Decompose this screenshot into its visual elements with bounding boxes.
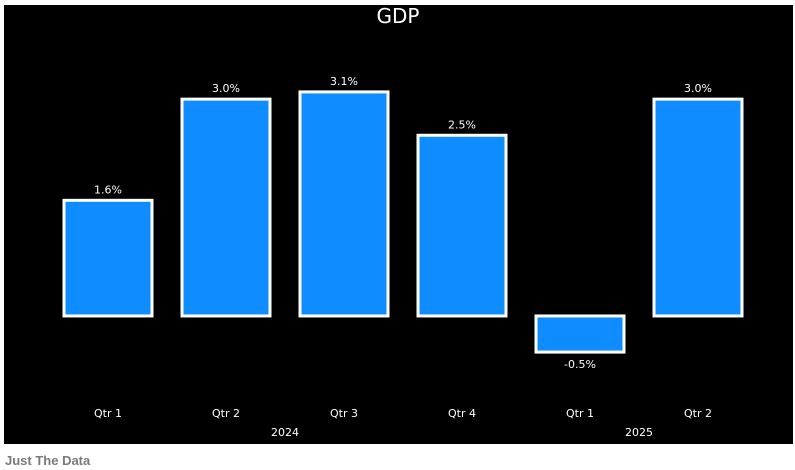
bar <box>652 97 744 318</box>
data-label: 3.0% <box>684 82 712 95</box>
x-tick-label: Qtr 1 <box>566 407 594 420</box>
data-label: -0.5% <box>564 358 596 371</box>
bar <box>534 314 626 354</box>
gdp-bar-chart: GDP 1.6% Qtr 1 3.0% Qtr 2 3.1% Qtr 3 2.5% Qtr 4… <box>62 5 744 439</box>
x-tick-label: Qtr 4 <box>448 407 476 420</box>
data-label: 1.6% <box>94 183 122 196</box>
bar <box>180 97 272 318</box>
x-tick-label: Qtr 1 <box>94 407 122 420</box>
data-label: 3.1% <box>330 75 358 88</box>
data-label: 3.0% <box>212 82 240 95</box>
bar <box>416 133 508 318</box>
data-label: 2.5% <box>448 118 476 131</box>
source-caption: Just The Data <box>5 453 91 468</box>
x-tick-label: Qtr 2 <box>212 407 240 420</box>
x-tick-label: Qtr 3 <box>330 407 358 420</box>
chart-title: GDP <box>377 5 420 28</box>
x-group-label: 2025 <box>625 426 653 439</box>
bar <box>298 90 390 318</box>
x-group-label: 2024 <box>271 426 299 439</box>
chart-panel: GDP 1.6% Qtr 1 3.0% Qtr 2 3.1% Qtr 3 2.5% Qtr 4… <box>4 5 793 444</box>
bar <box>62 198 154 318</box>
x-tick-label: Qtr 2 <box>684 407 712 420</box>
